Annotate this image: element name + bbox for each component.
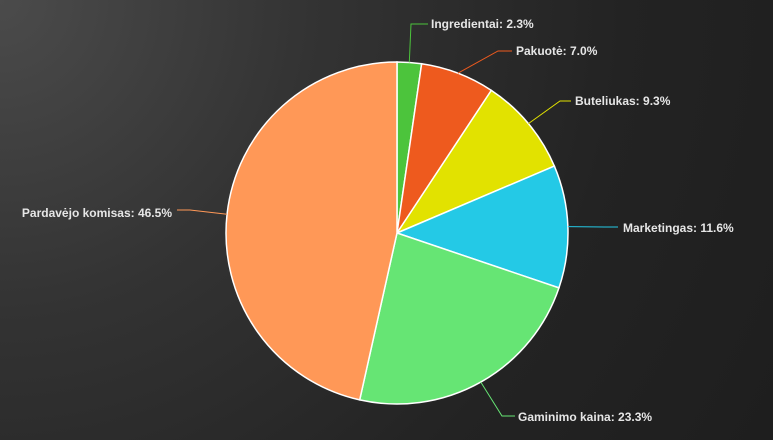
label-connector-gaminimo-kaina [480, 381, 515, 417]
data-label-gaminimo-kaina: Gaminimo kaina: 23.3% [518, 410, 652, 424]
data-label-pardavejo-komisas: Pardavėjo komisas: 46.5% [22, 206, 172, 220]
data-label-marketingas: Marketingas: 11.6% [623, 221, 734, 235]
slices-layer [225, 61, 569, 405]
data-label-pakuote: Pakuotė: 7.0% [516, 44, 598, 58]
labels-layer: Ingredientai: 2.3% Pakuotė: 7.0% Buteliuka… [22, 17, 734, 424]
label-connector-ingredientai [408, 23, 428, 63]
label-connector-pakuote [457, 50, 512, 74]
label-connector-buteliukas [528, 100, 571, 125]
pie-slice-pardavejo-komisas[interactable] [225, 61, 398, 401]
data-label-ingredientai: Ingredientai: 2.3% [431, 17, 534, 31]
data-label-buteliukas: Buteliukas: 9.3% [575, 94, 671, 108]
label-connector-pardavejo-komisas [177, 209, 228, 215]
pie-slice-marketingas[interactable] [394, 165, 569, 289]
pie-slice-gaminimo-kaina[interactable] [358, 232, 560, 405]
connectors-layer [177, 23, 618, 417]
